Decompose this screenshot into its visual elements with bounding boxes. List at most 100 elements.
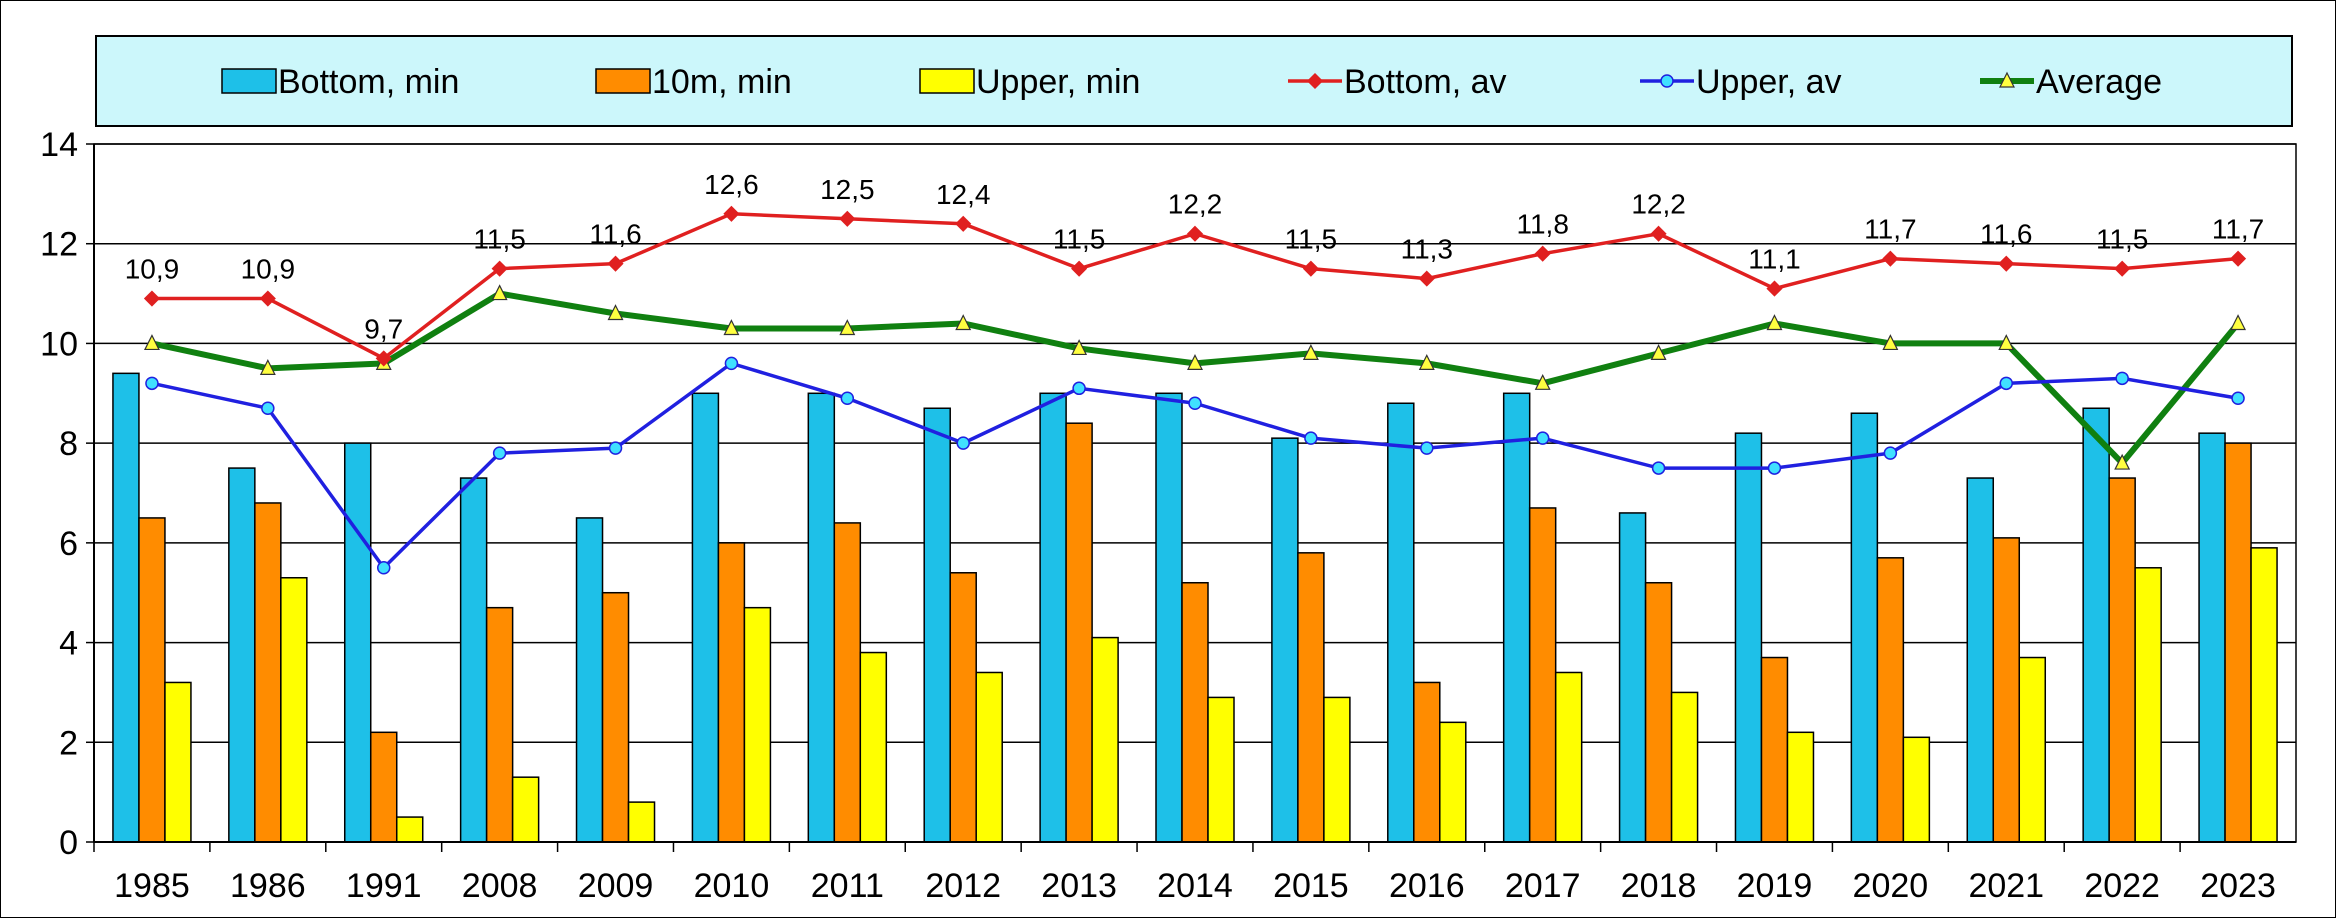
y-tick-label: 0 [59,824,78,862]
x-tick-label: 2017 [1505,867,1581,905]
bar-bottom-min [1966,477,1995,843]
data-label-bottom-av: 12,4 [936,179,991,210]
bar-10m-min [1528,507,1557,843]
x-tick-label: 2011 [811,867,884,905]
x-tick-label: 2014 [1157,867,1233,905]
data-label-bottom-av: 12,5 [820,174,875,205]
bar-upper-min [2250,547,2278,843]
point-bottom-av [259,290,276,307]
bar-bottom-min [2082,407,2110,843]
bar-bottom-min [343,442,372,843]
bar-bottom-min [2198,432,2226,843]
legend-swatch-10m-min [595,68,651,94]
y-tick-label: 2 [59,724,78,762]
point-upper-av [840,391,855,406]
data-label-bottom-av: 11,7 [1864,214,1916,245]
y-tick-label: 12 [40,226,78,264]
point-average [723,319,740,336]
legend-label-upper-min: Upper, min [976,63,1140,101]
x-tick-label: 2021 [1968,867,2044,905]
data-label-bottom-av: 12,2 [1631,189,1686,220]
point-average [1882,334,1899,351]
x-tick-label: 2010 [694,867,770,905]
legend: Bottom, min 10m, min Upper, min Bottom, av U… [95,35,2293,127]
bar-upper-min [1323,696,1351,843]
data-label-bottom-av: 11,6 [1980,219,2032,250]
bar-10m-min [949,572,977,843]
bar-10m-min [1297,552,1325,843]
bar-bottom-min [807,392,836,843]
y-tick-label: 10 [40,325,78,363]
point-average [1650,344,1667,360]
legend-label-bottom-av: Bottom, av [1344,63,1507,101]
y-tick-label: 8 [59,425,78,463]
point-bottom-av [955,215,972,232]
point-bottom-av [607,255,624,272]
x-tick-label: 2012 [925,867,1001,905]
legend-box [95,35,2293,127]
bar-10m-min [601,591,630,843]
point-upper-av [1072,381,1086,396]
bar-10m-min [1876,557,1905,843]
x-tick-label: 1986 [230,867,306,905]
bar-10m-min [254,502,282,843]
y-tick-label: 14 [40,126,78,164]
bar-bottom-min [459,477,488,843]
point-average [955,314,972,331]
data-label-bottom-av: 10,9 [241,254,296,285]
point-average [1071,339,1088,356]
point-average [1534,373,1551,390]
point-bottom-av [1418,270,1435,287]
x-tick-label: 2008 [462,867,538,905]
point-average [491,284,508,301]
bar-upper-min [1902,736,1931,843]
legend-marker-upper-av [1660,74,1674,88]
point-average [1302,344,1319,360]
point-bottom-av [1302,260,1319,277]
data-label-bottom-av: 11,5 [1285,224,1337,255]
data-label-bottom-av: 11,8 [1516,209,1568,240]
axes: 0 2 4 6 8 10 12 14 1985 1986 1991 2008 2009 2010 2011 2… [40,126,2297,905]
bar-bottom-min [923,407,951,843]
point-average [839,319,856,336]
x-tick-label: 2019 [1737,867,1813,905]
bar-upper-min [164,681,192,843]
bar-bottom-min [1271,437,1299,843]
bar-upper-min [395,816,424,843]
data-label-bottom-av: 12,6 [704,169,759,200]
point-upper-av [2231,391,2245,406]
data-label-bottom-av: 12,2 [1168,189,1223,220]
bar-10m-min [833,522,862,843]
point-upper-av [956,436,970,450]
bar-bottom-min [1039,392,1067,843]
point-bottom-av [1766,280,1783,297]
bar-10m-min [717,542,746,843]
point-upper-av [261,401,275,415]
bar-bottom-min [1850,412,1879,843]
point-average [1766,314,1783,331]
point-bottom-av [1071,260,1088,277]
point-upper-av [1651,461,1666,475]
bar-bottom-min [1734,432,1763,843]
x-tick-label: 2015 [1273,867,1349,905]
bar-10m-min [1065,422,1093,843]
x-tick-label: 2020 [1853,867,1929,905]
bar-upper-min [1786,731,1815,843]
bar-bottom-min [691,392,720,843]
bar-bottom-min [575,517,604,843]
data-label-bottom-av: 11,7 [2212,214,2264,245]
data-label-bottom-av: 11,3 [1401,234,1453,265]
data-label-bottom-av: 11,1 [1748,244,1800,275]
bar-upper-min [1439,721,1467,843]
data-label-bottom-av: 11,5 [2096,224,2148,255]
x-tick-label: 1985 [114,867,190,905]
bar-upper-min [975,671,1003,843]
point-average [2230,314,2247,331]
bar-bottom-min [228,467,256,843]
bar-10m-min [1413,681,1441,843]
legend-label-10m-min: 10m, min [652,63,792,101]
line-average [151,290,2241,467]
bar-upper-min [280,577,308,843]
point-bottom-av [1534,245,1551,262]
